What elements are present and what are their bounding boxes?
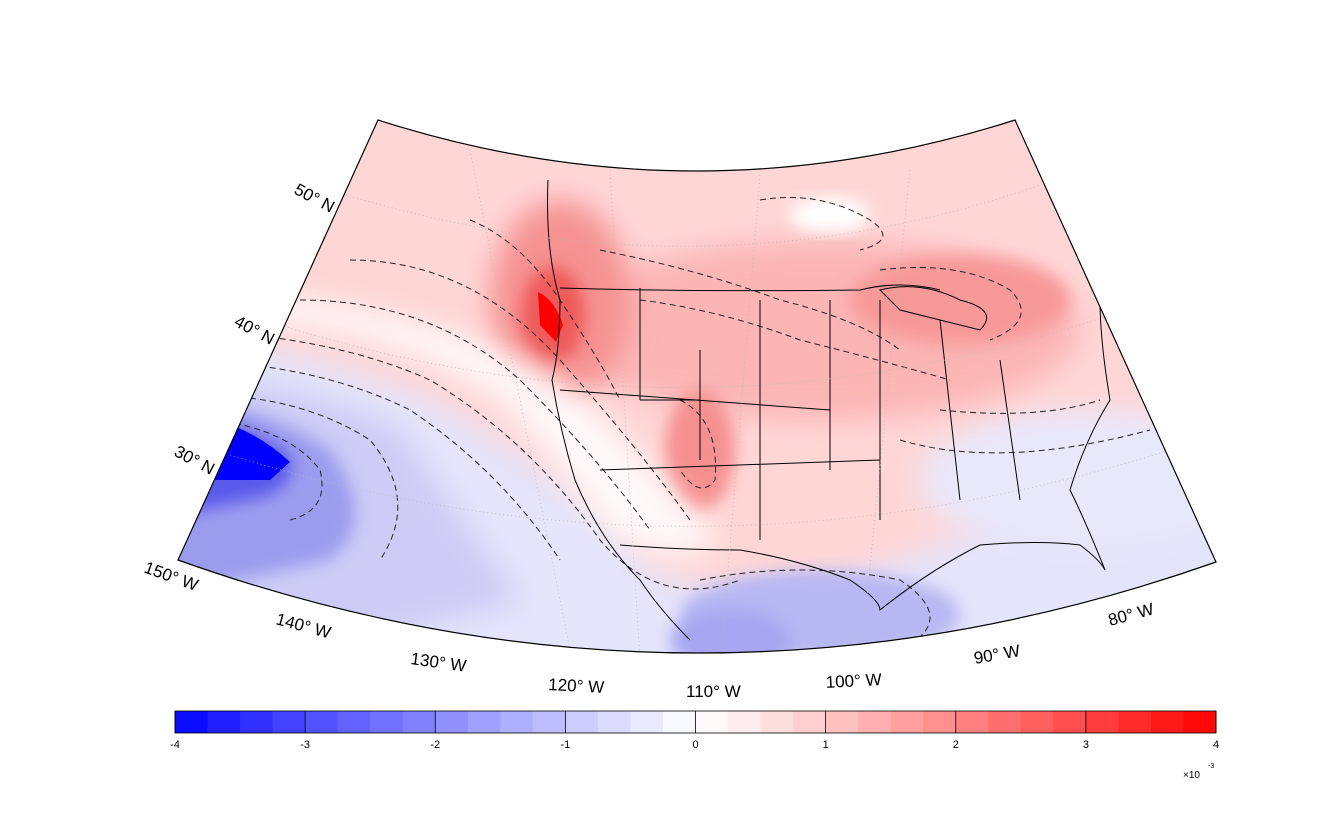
lon-label-90w: 90° W [972, 641, 1021, 668]
colorbar-swatch [370, 711, 404, 733]
colorbar-tick-label: 3 [1083, 739, 1089, 751]
colorbar-swatch [923, 711, 957, 733]
lat-label-50n: 50° N [291, 180, 338, 217]
canada-border [559, 284, 941, 292]
colorbar-swatch [337, 711, 371, 733]
colorbar-swatch [858, 711, 892, 733]
lon-label-140w: 140° W [274, 610, 333, 643]
colorbar-swatch [825, 711, 859, 733]
colorbar-tick-label: -2 [430, 739, 440, 751]
colorbar-swatch [1150, 711, 1184, 733]
colorbar-swatch [1085, 711, 1119, 733]
lon-label-120w: 120° W [548, 675, 605, 697]
lat-label-30n: 30° N [171, 442, 218, 479]
colorbar-tick-label: 2 [953, 739, 959, 751]
colorbar-swatch [435, 711, 469, 733]
colorbar-swatch [988, 711, 1022, 733]
colorbar-swatch [500, 711, 534, 733]
colorbar-swatch [1183, 711, 1217, 733]
colorbar-tick-label: -3 [300, 739, 310, 751]
colorbar-swatch [175, 711, 209, 733]
colorbar-tick-label: 0 [692, 739, 698, 751]
colorbar-tick-label: -1 [560, 739, 570, 751]
colorbar-tick-label: 4 [1213, 739, 1219, 751]
state-lines [559, 288, 1021, 540]
lat-label-40n: 40° N [231, 312, 278, 349]
colorbar-swatch [402, 711, 436, 733]
colorbar-swatch [662, 711, 696, 733]
colorbar-swatch [890, 711, 924, 733]
great-lakes [879, 286, 988, 331]
lon-label-100w: 100° W [825, 670, 882, 692]
colorbar-swatch [1118, 711, 1152, 733]
colorbar-swatch [630, 711, 664, 733]
colorbar-swatch [272, 711, 306, 733]
gulf-coast [739, 542, 1106, 612]
colorbar-multiplier-exponent: -3 [1208, 763, 1214, 770]
coastline-borders [547, 179, 1111, 641]
colorbar-swatch [532, 711, 566, 733]
colorbar-swatch [305, 711, 339, 733]
lon-label-130w: 130° W [409, 649, 467, 676]
colorbar-swatch [597, 711, 631, 733]
colorbar-swatch [695, 711, 729, 733]
colorbar-swatch [565, 711, 599, 733]
lon-label-80w: 80° W [1106, 599, 1156, 629]
colorbar-swatch [240, 711, 274, 733]
colorbar-swatch [760, 711, 794, 733]
colorbar-ticks: -4 -3 -2 -1 0 1 2 3 4 [170, 711, 1219, 751]
colorbar-swatch [1053, 711, 1087, 733]
east-coast [1069, 299, 1111, 571]
lon-label-110w: 110° W [686, 682, 741, 701]
west-coast [547, 179, 691, 641]
colorbar-tick-label: -4 [170, 739, 180, 751]
colorbar-swatch [1020, 711, 1054, 733]
colorbar-swatch [793, 711, 827, 733]
colorbar-swatch [207, 711, 241, 733]
colorbar-swatch [728, 711, 762, 733]
graticule [229, 149, 1171, 654]
map-frame [177, 119, 1217, 654]
colorbar-swatch [955, 711, 989, 733]
colorbar-tick-label: 1 [823, 739, 829, 751]
colorbar-swatch [467, 711, 501, 733]
colorbar-multiplier: ×10 [1183, 770, 1200, 781]
